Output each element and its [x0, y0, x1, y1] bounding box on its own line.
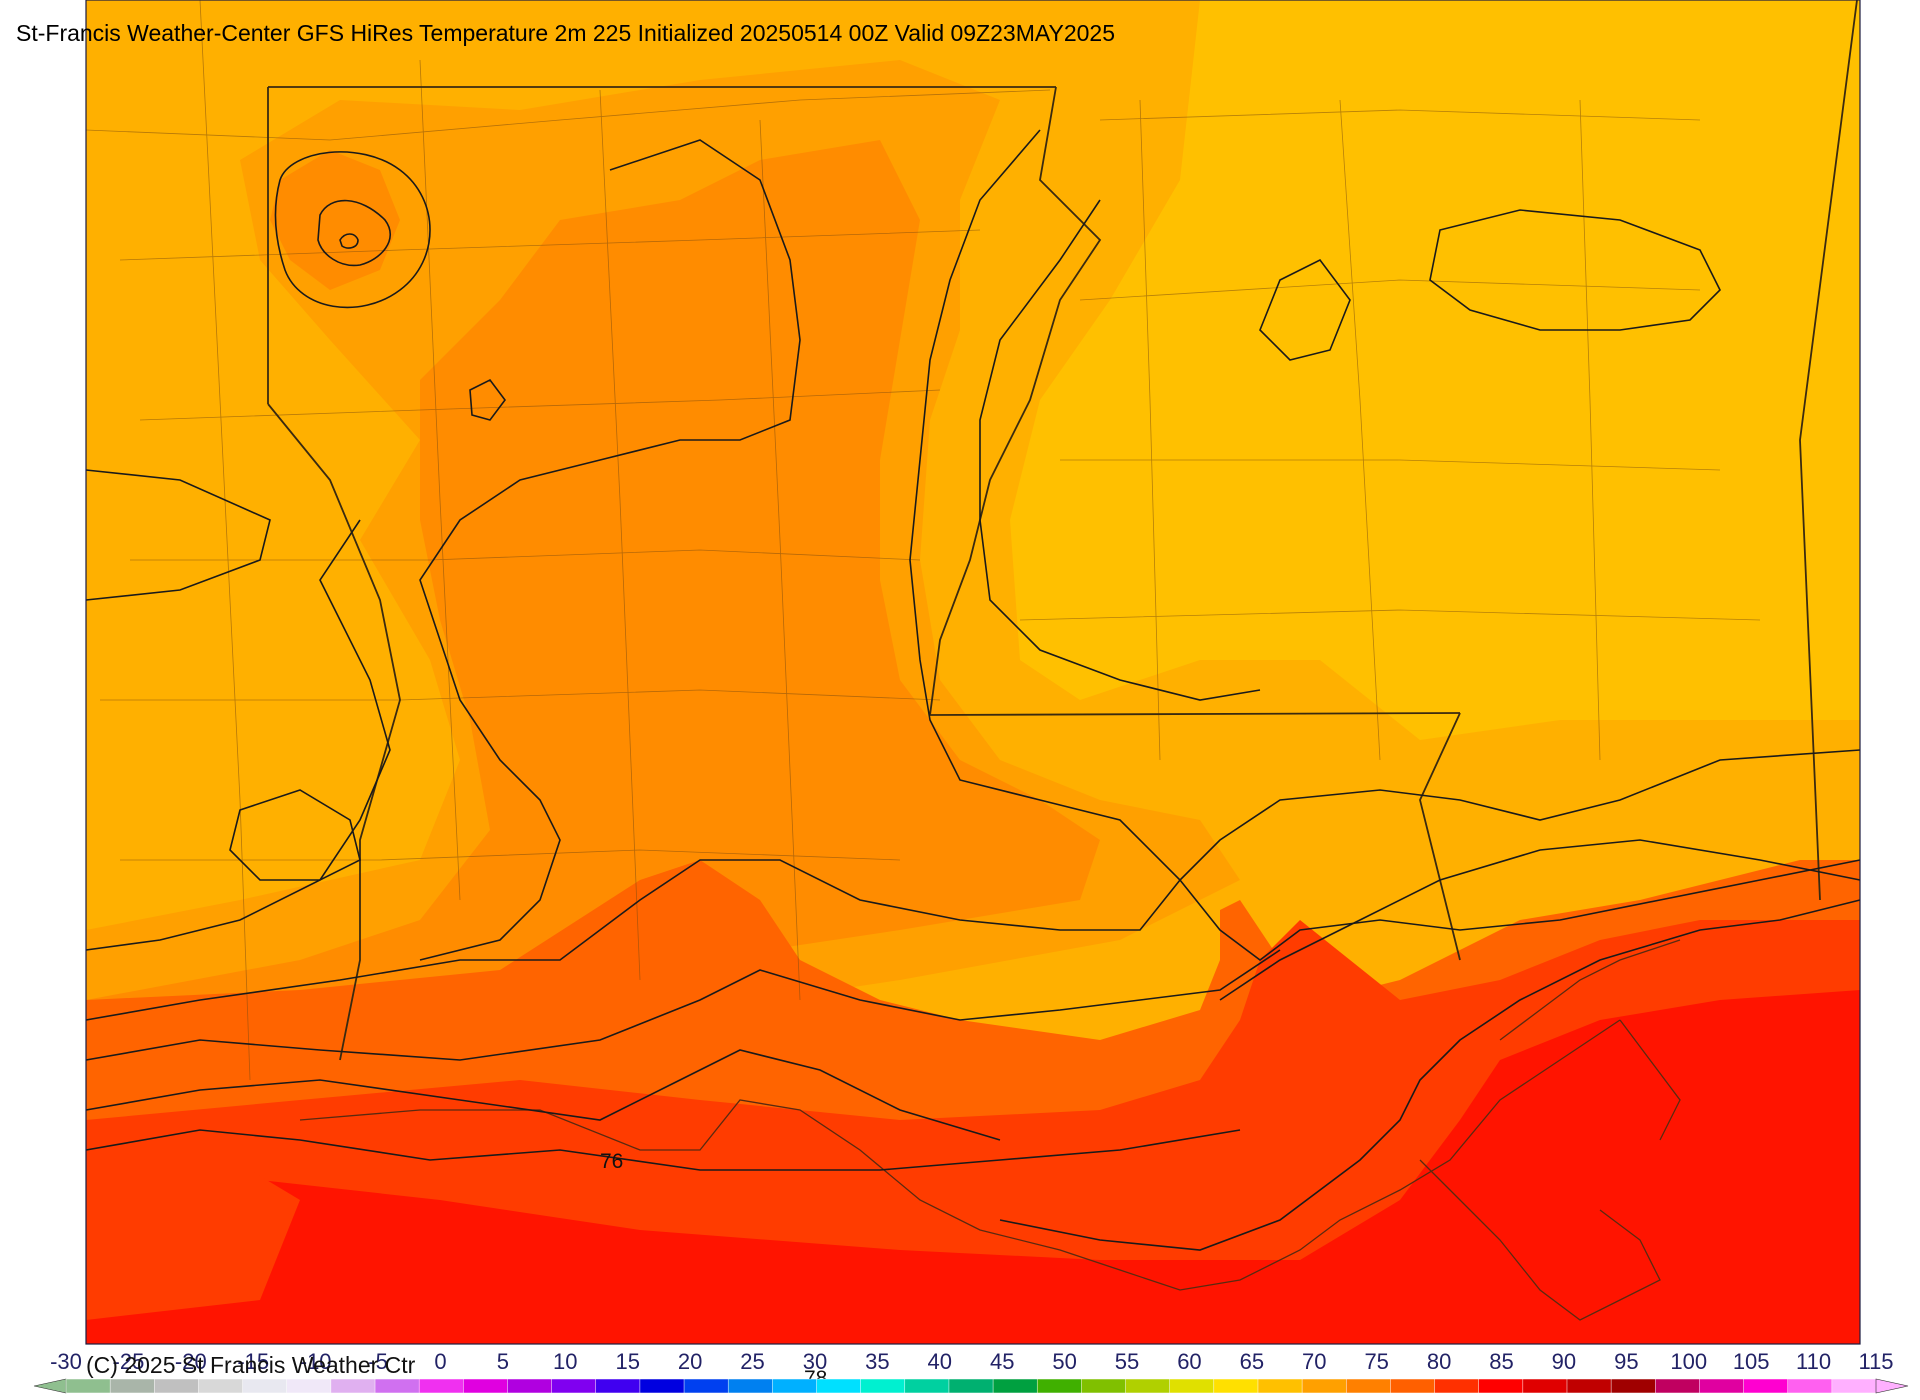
colorbar-tick-26: 100 [1670, 1349, 1708, 1374]
colorbar-swatch-38 [1743, 1378, 1789, 1394]
colorbar-swatch-23 [1081, 1378, 1127, 1394]
colorbar-tick-10: 20 [677, 1349, 703, 1374]
colorbar-tick-4: -10 [299, 1349, 332, 1374]
colorbar-tick-28: 110 [1796, 1349, 1832, 1374]
colorbar-swatch-11 [551, 1378, 597, 1394]
colorbar-tick-6: 0 [434, 1349, 447, 1374]
map-title: St-Francis Weather-Center GFS HiRes Temp… [16, 20, 1116, 46]
colorbar-tick-22: 80 [1426, 1349, 1452, 1374]
contour-label-76: 76 [600, 1150, 623, 1173]
colorbar-swatch-33 [1522, 1378, 1568, 1394]
colorbar-swatch-20 [948, 1378, 994, 1394]
colorbar-swatch-2 [154, 1378, 200, 1394]
colorbar-arrow-right [1875, 1378, 1909, 1394]
colorbar-tick-21: 75 [1364, 1349, 1389, 1374]
border-sabine-river [267, 403, 401, 1061]
colorbar-swatch-0 [65, 1378, 111, 1394]
colorbar-swatch-18 [860, 1378, 906, 1394]
colorbar-swatch-7 [374, 1378, 420, 1394]
colorbar-tick-18: 60 [1177, 1349, 1202, 1374]
colorbar-swatch-5 [286, 1378, 332, 1394]
colorbar-tick-27: 105 [1732, 1349, 1770, 1374]
colorbar-swatch-37 [1699, 1378, 1745, 1394]
colorbar-swatch-24 [1125, 1378, 1171, 1394]
colorbar-swatch-30 [1390, 1378, 1436, 1394]
colorbar-swatch-17 [816, 1378, 862, 1394]
colorbar-swatch-12 [595, 1378, 641, 1394]
colorbar-tick-25: 95 [1614, 1349, 1639, 1374]
colorbar [33, 1378, 1909, 1394]
colorbar-tick-19: 65 [1239, 1349, 1265, 1374]
border-ms-la [929, 712, 1461, 716]
colorbar-swatch-40 [1831, 1378, 1877, 1394]
band-80f [86, 990, 1860, 1344]
band-74f-northwest [270, 150, 400, 290]
border-ms-river [929, 86, 1102, 716]
colorbar-tick-7: 5 [496, 1349, 510, 1374]
temperature-fill-bands [86, 0, 1860, 1344]
colorbar-swatch-14 [683, 1378, 729, 1394]
colorbar-arrow-left [33, 1378, 67, 1394]
colorbar-swatch-6 [330, 1378, 376, 1394]
colorbar-swatch-36 [1655, 1378, 1701, 1394]
colorbar-swatch-35 [1610, 1378, 1657, 1394]
colorbar-swatch-25 [1169, 1378, 1215, 1394]
colorbar-swatch-16 [772, 1378, 818, 1394]
colorbar-tick-11: 25 [740, 1349, 765, 1374]
border-ms-al [1799, 0, 1858, 901]
band-68f-east [1010, 0, 1860, 740]
colorbar-tick-0: -30 [50, 1349, 82, 1374]
copyright-notice: (C) 2025 St Francis Weather Ctr [86, 1352, 416, 1378]
colorbar-swatch-27 [1257, 1378, 1303, 1394]
colorbar-tick-15: 45 [989, 1349, 1015, 1374]
colorbar-swatch-29 [1345, 1378, 1392, 1394]
colorbar-swatch-9 [463, 1378, 509, 1394]
colorbar-tick-1: -25 [112, 1349, 145, 1374]
colorbar-swatch-34 [1566, 1378, 1612, 1394]
colorbar-swatch-28 [1301, 1378, 1347, 1394]
gulf-coastline [299, 939, 1681, 1321]
colorbar-swatch-3 [198, 1378, 244, 1394]
colorbar-tick-13: 35 [865, 1349, 890, 1374]
colorbar-tick-16: 50 [1052, 1349, 1077, 1374]
colorbar-swatch-22 [1036, 1378, 1083, 1394]
colorbar-tick-17: 55 [1114, 1349, 1140, 1374]
colorbar-tick-8: 10 [553, 1349, 578, 1374]
colorbar-tick-24: 90 [1551, 1349, 1577, 1374]
colorbar-tick-labels: -30 -25 -20 -15 -10 -5 0 5 10 15 20 25 30 35 40 45 50 55 6… [0, 1349, 1920, 1377]
colorbar-tick-20: 70 [1302, 1349, 1327, 1374]
band-74f-central [86, 140, 1100, 1040]
isotherm-contours [85, 129, 1861, 1251]
political-borders [85, 0, 1761, 1081]
colorbar-swatches [33, 1378, 1909, 1394]
state-borders [267, 0, 1858, 1061]
colorbar-tick-23: 85 [1489, 1349, 1514, 1374]
colorbar-tick-2: -20 [174, 1349, 207, 1374]
colorbar-swatch-4 [242, 1378, 288, 1394]
colorbar-tick-29: 115 [1858, 1349, 1894, 1374]
colorbar-swatch-31 [1434, 1378, 1480, 1394]
colorbar-tick-12: 30 [802, 1349, 828, 1374]
map-border [85, 0, 1861, 1345]
colorbar-swatch-13 [639, 1378, 685, 1394]
band-78f-southwest [86, 1140, 300, 1320]
colorbar-tick-14: 40 [927, 1349, 953, 1374]
colorbar-swatch-15 [727, 1378, 774, 1394]
colorbar-swatch-1 [109, 1378, 156, 1394]
colorbar-tick-3: -15 [237, 1349, 270, 1374]
colorbar-swatch-19 [904, 1378, 950, 1394]
colorbar-swatch-39 [1787, 1378, 1833, 1394]
colorbar-swatch-21 [992, 1378, 1038, 1394]
colorbar-swatch-32 [1478, 1378, 1524, 1394]
colorbar-tick-9: 15 [615, 1349, 640, 1374]
border-pearl-river [1419, 712, 1461, 961]
colorbar-swatch-10 [507, 1378, 553, 1394]
colorbar-swatch-8 [418, 1378, 465, 1394]
colorbar-tick-5: -5 [368, 1349, 388, 1374]
colorbar-swatch-26 [1213, 1378, 1259, 1394]
